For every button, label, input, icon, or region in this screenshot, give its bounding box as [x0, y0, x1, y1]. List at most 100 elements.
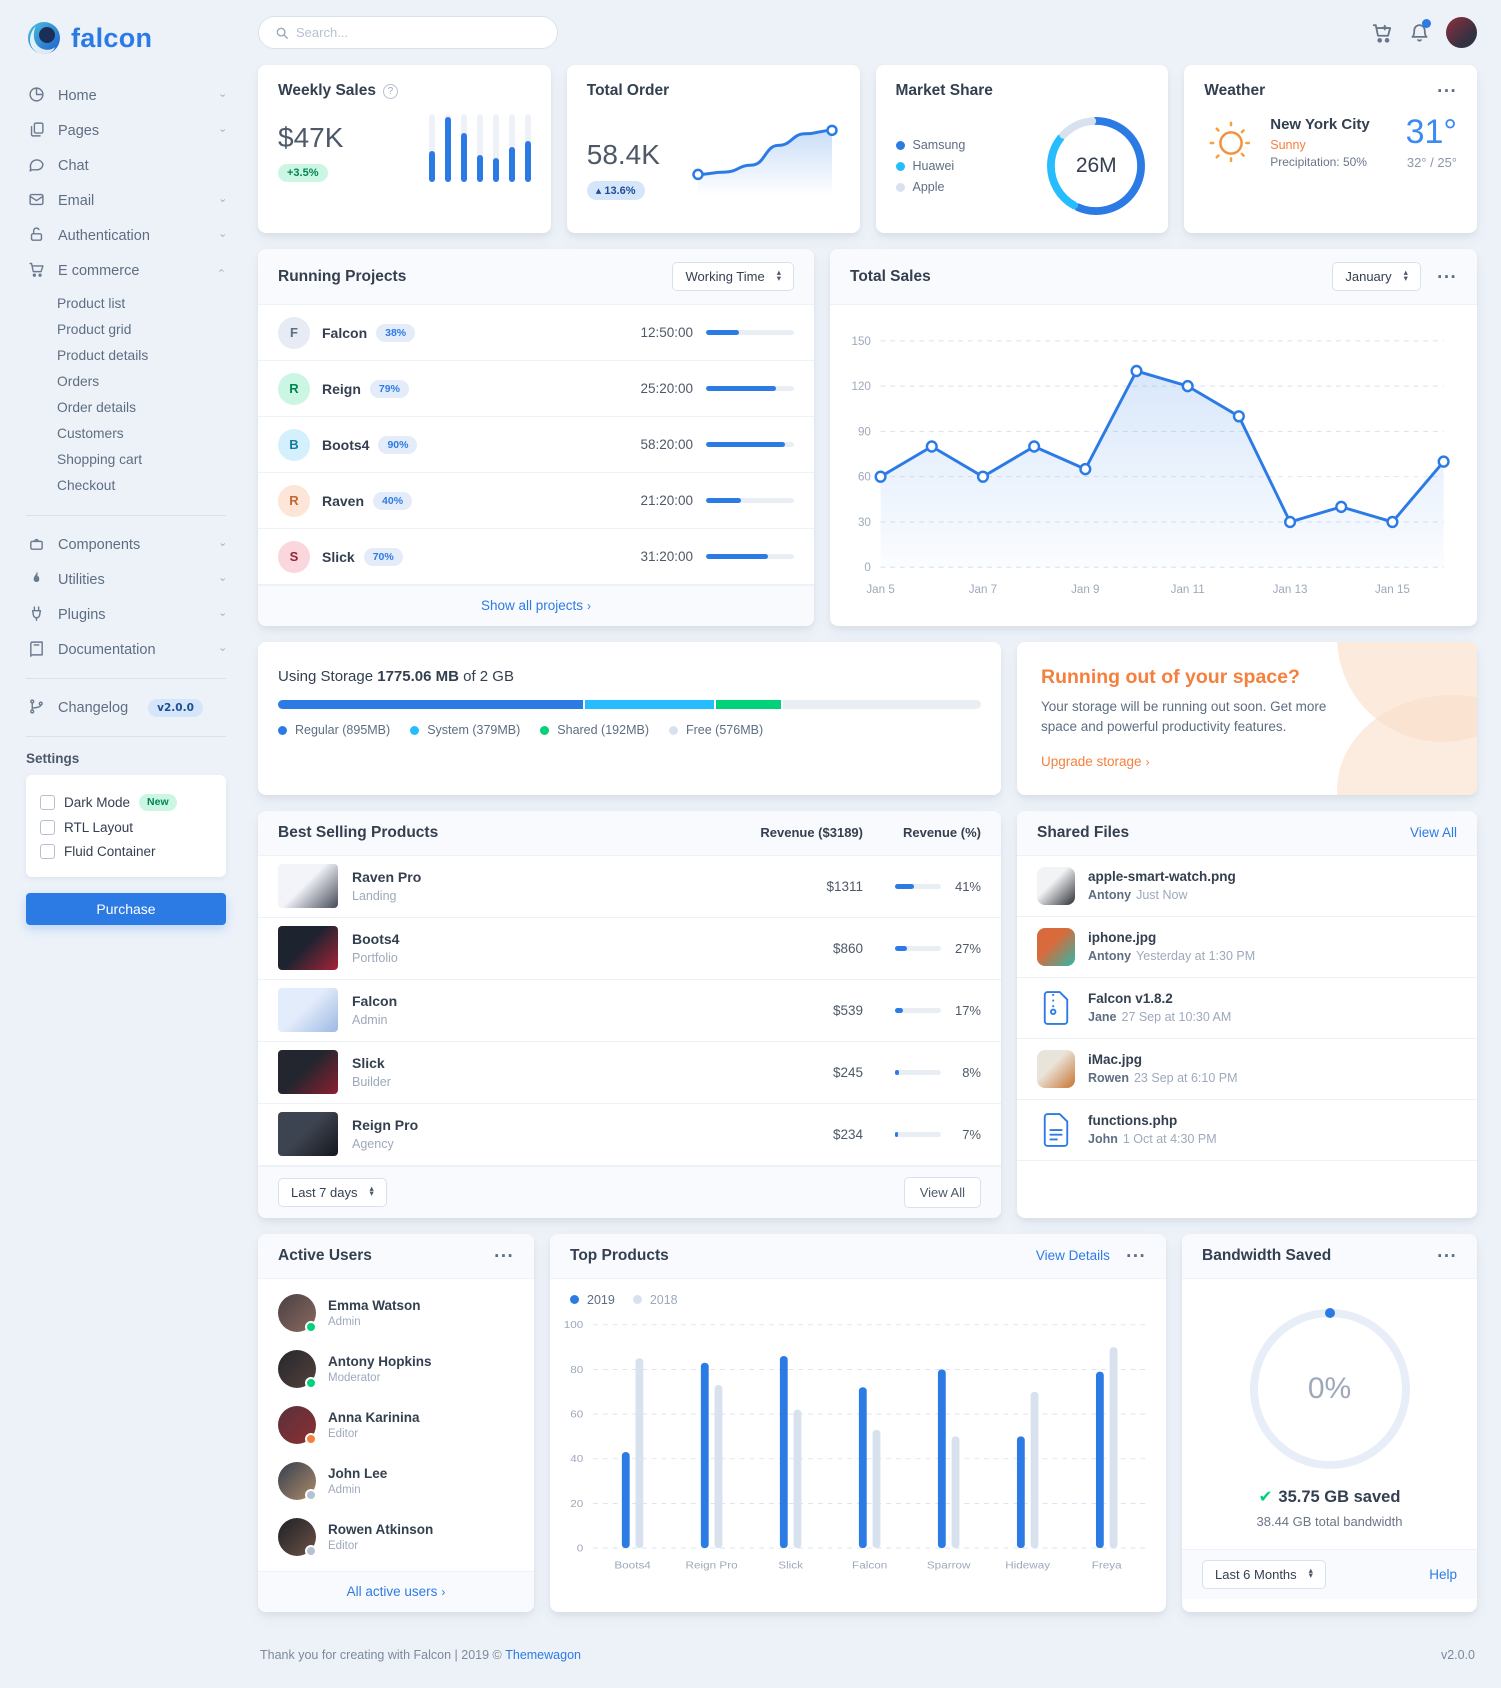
falcon-logo[interactable]: falcon — [26, 14, 226, 78]
user-row[interactable]: Anna Karinina Editor — [258, 1397, 534, 1453]
project-row[interactable]: S Slick 70% 31:20:00 — [258, 529, 814, 585]
month-select[interactable]: January ▴ ▾ — [1332, 262, 1421, 291]
show-all-projects-link[interactable]: Show all projects › — [480, 598, 592, 613]
sidebar-item-plugins[interactable]: Plugins › — [26, 597, 229, 632]
pie-chart-icon — [28, 86, 47, 105]
file-row[interactable]: apple-smart-watch.png Antony Just Now — [1017, 856, 1477, 917]
sidebar-item-authentication[interactable]: Authentication › — [26, 218, 229, 253]
sidebar-subitem-product-grid[interactable]: Product grid — [57, 321, 132, 337]
sidebar-subitem-checkout[interactable]: Checkout — [57, 477, 116, 493]
sidebar-item-home[interactable]: Home › — [26, 78, 229, 113]
search-input[interactable] — [296, 25, 541, 40]
upgrade-storage-link[interactable]: Upgrade storage › — [1041, 753, 1150, 769]
card-menu-icon[interactable]: ··· — [1436, 1246, 1457, 1265]
working-time-select[interactable]: Working Time ▴ ▾ — [672, 262, 794, 291]
user-role: Admin — [328, 1483, 361, 1496]
project-row[interactable]: F Falcon 38% 12:50:00 — [258, 305, 814, 361]
revenue-percent-value: 27% — [954, 940, 981, 956]
help-icon[interactable]: ? — [382, 83, 398, 99]
search-box[interactable] — [258, 16, 558, 49]
project-percent-badge: 40% — [373, 491, 413, 510]
product-row[interactable]: Falcon Admin $539 17% — [258, 980, 1001, 1042]
svg-text:90: 90 — [858, 425, 871, 438]
svg-text:Falcon: Falcon — [852, 1560, 887, 1571]
top-products-title: Top Products — [570, 1246, 669, 1264]
total-sales-chart: 0 30 60 90 120 150 Jan 5 Jan 7 Jan 9 Jan 11 Jan 13… — [851, 335, 1450, 596]
project-row[interactable]: B Boots4 90% 58:20:00 — [258, 417, 814, 473]
themewagon-link[interactable]: Themewagon — [505, 1647, 581, 1662]
product-category: Agency — [352, 1137, 394, 1151]
sidebar-subitem-order-details[interactable]: Order details — [57, 399, 136, 415]
svg-text:40: 40 — [570, 1453, 583, 1464]
product-thumbnail — [278, 1050, 338, 1094]
project-row[interactable]: R Reign 79% 25:20:00 — [258, 361, 814, 417]
sidebar-subitem-product-list[interactable]: Product list — [57, 295, 126, 311]
bandwidth-ring-chart: 0% — [1246, 1305, 1414, 1473]
bandwidth-percent: 0% — [1307, 1371, 1352, 1405]
revenue-percent-value: 41% — [954, 878, 981, 894]
fluid-container-toggle[interactable]: Fluid Container — [40, 839, 212, 863]
user-row[interactable]: John Lee Admin — [258, 1453, 534, 1509]
checkbox-icon[interactable] — [40, 843, 55, 859]
product-name: Slick — [352, 1055, 385, 1071]
dark-mode-toggle[interactable]: Dark Mode New — [40, 789, 212, 815]
weather-temperature: 31° — [1405, 113, 1457, 152]
card-menu-icon[interactable]: ··· — [1436, 267, 1457, 286]
cart-icon[interactable] — [1371, 22, 1393, 44]
product-row[interactable]: Reign Pro Agency $234 7% — [258, 1104, 1001, 1166]
sidebar-subitem-customers[interactable]: Customers — [57, 425, 124, 441]
file-row[interactable]: iMac.jpg Rowen 23 Sep at 6:10 PM — [1017, 1039, 1477, 1100]
shared-files-view-all-link[interactable]: View All — [1409, 825, 1457, 840]
chevron-down-icon: › — [216, 128, 229, 133]
checkbox-icon[interactable] — [40, 794, 55, 810]
help-link[interactable]: Help — [1429, 1566, 1457, 1582]
project-avatar: S — [278, 540, 310, 573]
legend-item-2018: 2018 — [632, 1293, 678, 1307]
revenue-percent-fill — [895, 945, 908, 951]
view-details-link[interactable]: View Details — [1035, 1248, 1110, 1263]
sidebar-subitem-product-details[interactable]: Product details — [57, 347, 149, 363]
product-row[interactable]: Boots4 Portfolio $860 27% — [258, 918, 1001, 980]
card-menu-icon[interactable]: ··· — [1125, 1246, 1146, 1265]
product-row[interactable]: Slick Builder $245 8% — [258, 1042, 1001, 1104]
svg-text:Freya: Freya — [1092, 1560, 1123, 1571]
product-row[interactable]: Raven Pro Landing $1311 41% — [258, 856, 1001, 918]
sidebar-item-email[interactable]: Email › — [26, 183, 229, 218]
all-active-users-link[interactable]: All active users › — [346, 1583, 446, 1599]
sidebar-item-changelog[interactable]: Changelog v2.0.0 — [26, 690, 226, 725]
sidebar: falcon Home › Pages › Chat Email › Authenticati… — [0, 0, 234, 953]
top-bar — [258, 14, 1477, 65]
sidebar-item-documentation[interactable]: Documentation › — [26, 632, 229, 667]
view-all-button[interactable]: View All — [903, 1176, 981, 1208]
project-progress-bar — [706, 330, 794, 335]
sidebar-item-chat[interactable]: Chat — [26, 148, 226, 183]
last-7-days-select[interactable]: Last 7 days ▴ ▾ — [278, 1177, 387, 1207]
rtl-layout-toggle[interactable]: RTL Layout — [40, 815, 212, 839]
project-progress-bar — [706, 386, 794, 391]
svg-text:Reign Pro: Reign Pro — [686, 1560, 738, 1571]
sidebar-subitem-orders[interactable]: Orders — [57, 373, 100, 389]
checkbox-icon[interactable] — [40, 819, 55, 835]
sidebar-item-components[interactable]: Components › — [26, 527, 229, 562]
sort-arrows-icon: ▴ ▾ — [1403, 268, 1408, 284]
sidebar-item-e-commerce[interactable]: E commerce › — [26, 253, 228, 288]
sidebar-subitem-shopping-cart[interactable]: Shopping cart — [57, 451, 143, 467]
project-row[interactable]: R Raven 40% 21:20:00 — [258, 473, 814, 529]
file-row[interactable]: Falcon v1.8.2 Jane 27 Sep at 10:30 AM — [1017, 978, 1477, 1039]
notifications-bell-icon[interactable] — [1409, 19, 1431, 43]
legend-dot — [895, 140, 905, 150]
card-menu-icon[interactable]: ··· — [1436, 82, 1457, 100]
sidebar-item-pages[interactable]: Pages › — [26, 113, 229, 148]
card-menu-icon[interactable]: ··· — [493, 1246, 514, 1265]
file-row[interactable]: functions.php John 1 Oct at 4:30 PM — [1017, 1100, 1477, 1161]
status-dot — [305, 1376, 317, 1389]
user-row[interactable]: Emma Watson Admin — [258, 1285, 534, 1341]
user-avatar[interactable] — [1446, 17, 1477, 48]
file-row[interactable]: iphone.jpg Antony Yesterday at 1:30 PM — [1017, 917, 1477, 978]
user-row[interactable]: Antony Hopkins Moderator — [258, 1341, 534, 1397]
last-6-months-select[interactable]: Last 6 Months ▴ ▾ — [1202, 1559, 1326, 1589]
copy-icon — [28, 121, 47, 140]
sidebar-item-utilities[interactable]: Utilities › — [26, 562, 229, 597]
user-row[interactable]: Rowen Atkinson Editor — [258, 1509, 534, 1565]
purchase-button[interactable]: Purchase — [26, 893, 226, 925]
